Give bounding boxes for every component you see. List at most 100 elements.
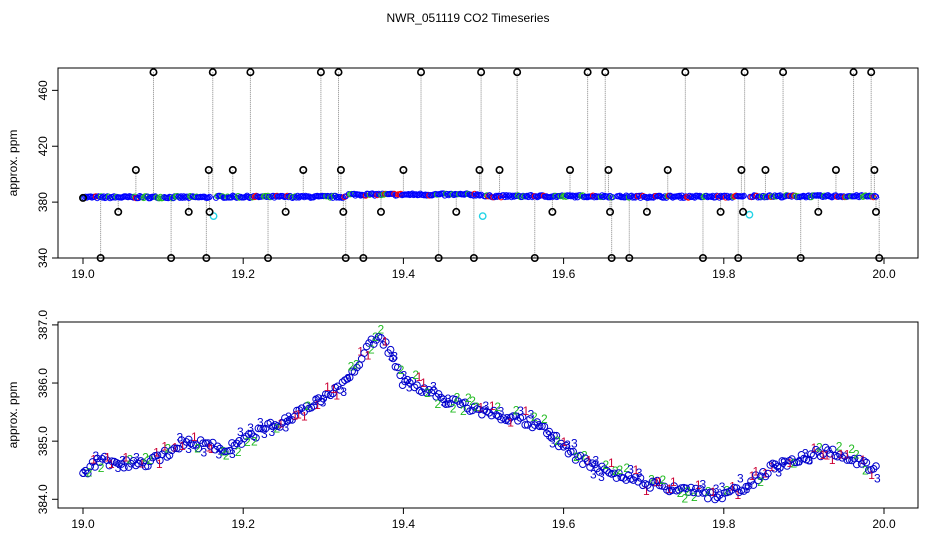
series-point: [696, 485, 705, 493]
series-point: [828, 445, 837, 454]
series-marker-label: 3: [636, 466, 643, 480]
series-point: [634, 478, 642, 486]
series-marker-label: 3: [699, 478, 706, 492]
series-point: [389, 354, 397, 363]
series-marker-label: 2: [677, 486, 684, 500]
series-point: [396, 371, 405, 380]
series-marker-label: 2: [617, 463, 624, 477]
series-marker-label: 3: [737, 472, 744, 486]
series-marker-label: 1: [161, 439, 168, 453]
series-marker-label: 2: [460, 404, 467, 418]
top-x-tick-label: 20.0: [872, 267, 896, 281]
outlier-point: [779, 68, 788, 77]
outlier-point: [607, 254, 616, 263]
series-point: [550, 431, 558, 440]
series-point: [427, 388, 436, 397]
series-point: [814, 448, 823, 456]
top-y-tick-label: 460: [36, 80, 50, 100]
series-point: [230, 441, 239, 450]
outlier-point: [601, 68, 610, 77]
outlier-point: [341, 254, 350, 263]
series-point: [225, 446, 234, 455]
series-marker-label: 1: [787, 456, 794, 470]
series-point: [708, 488, 717, 496]
series-marker-label: 2: [691, 490, 698, 504]
series-marker-label: 3: [229, 447, 236, 461]
series-point: [670, 482, 678, 490]
series-marker-label: 1: [292, 408, 299, 422]
outlier-point: [336, 165, 345, 174]
series-point: [91, 463, 99, 471]
baseline-point: [686, 192, 693, 199]
outlier-point: [761, 165, 770, 174]
series-marker-label: 1: [507, 416, 514, 430]
outlier-point: [452, 207, 461, 216]
series-marker-label: 2: [165, 441, 172, 455]
series-point: [463, 404, 472, 413]
outlier-point: [831, 165, 840, 174]
series-marker-label: 1: [104, 451, 111, 465]
series-point: [93, 454, 102, 463]
bottom-x-tick-label: 19.6: [552, 517, 576, 531]
series-point: [134, 459, 143, 468]
series-marker-label: 3: [592, 454, 599, 468]
series-marker-label: 2: [494, 400, 501, 414]
series-point: [552, 431, 561, 440]
series-point: [295, 406, 304, 414]
series-point: [677, 484, 686, 492]
series-point: [749, 481, 758, 489]
series-point: [528, 423, 537, 432]
series-marker-label: 3: [430, 379, 437, 393]
series-point: [336, 386, 344, 394]
series-point: [675, 486, 683, 494]
series-point: [744, 482, 753, 490]
series-point: [146, 457, 155, 466]
series-marker-label: 1: [829, 453, 836, 467]
series-marker-label: 3: [261, 427, 268, 441]
series-point: [735, 488, 743, 497]
series-point: [824, 446, 832, 454]
series-point: [689, 488, 698, 497]
series-point: [797, 451, 806, 459]
series-point: [353, 363, 361, 372]
series-point: [865, 466, 873, 474]
series-point: [326, 391, 335, 400]
series-marker-label: 2: [681, 492, 688, 506]
series-marker-label: 2: [513, 403, 520, 417]
outlier-point: [583, 68, 592, 77]
series-marker-label: 1: [753, 464, 760, 478]
series-point: [598, 462, 606, 471]
cyan-point: [745, 210, 754, 219]
series-marker-label: 1: [811, 441, 818, 455]
series-marker-label: 1: [762, 467, 769, 481]
outlier-point: [264, 254, 273, 263]
series-marker-label: 2: [581, 449, 588, 463]
outlier-point: [737, 165, 746, 174]
series-point: [136, 457, 145, 465]
bottom-x-tick-label: 19.8: [712, 517, 736, 531]
series-point: [240, 434, 248, 443]
series-point: [728, 486, 736, 494]
baseline-point: [872, 193, 880, 200]
series-point: [86, 462, 94, 471]
series-point: [564, 449, 573, 458]
series-marker-label: 2: [573, 450, 580, 464]
series-point: [468, 406, 477, 415]
series-point: [713, 493, 722, 502]
series-marker-label: 1: [749, 469, 756, 483]
series-point: [790, 458, 799, 467]
series-marker-label: 1: [666, 482, 673, 496]
series-point: [132, 461, 140, 470]
series-marker-label: 2: [244, 435, 251, 449]
outlier-point: [208, 68, 217, 77]
series-marker-label: 1: [868, 468, 875, 482]
series-marker-label: 2: [368, 343, 375, 357]
series-point: [401, 377, 409, 386]
series-marker-label: 1: [330, 382, 337, 396]
series-point: [307, 403, 316, 412]
series-point: [826, 450, 835, 458]
series-marker-label: 1: [735, 488, 742, 502]
outlier-point: [114, 207, 123, 216]
series-point: [771, 460, 779, 469]
baseline-point: [660, 194, 667, 201]
